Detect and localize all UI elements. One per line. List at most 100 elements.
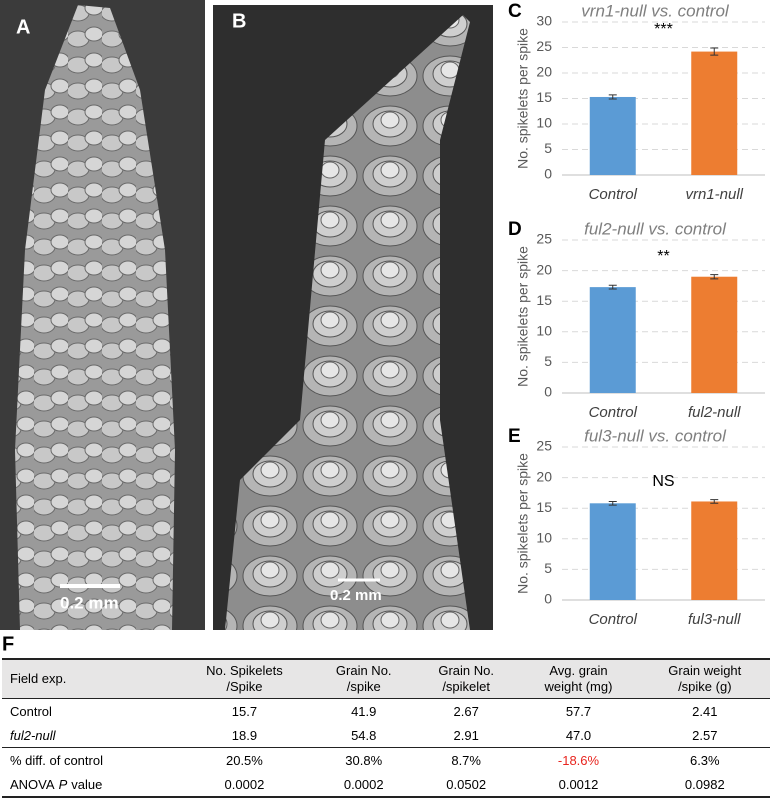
annotation: NS [652,473,674,490]
bar [691,276,738,393]
panel-label: F [2,633,14,655]
header-text: Grain No. [438,663,494,678]
cell: 2.91 [414,723,518,748]
cell: ful2-null [2,723,177,748]
header-cell: Grain No./spike [312,658,415,699]
chart-title: ful2-null vs. control [584,219,727,238]
header-cell: Grain weight/spike (g) [639,658,770,699]
header-text: /spikelet [442,679,491,694]
y-tick-label: 25 [536,438,552,454]
y-tick-label: 5 [544,560,552,576]
cell: 6.3% [689,752,720,768]
bar [589,287,636,393]
y-axis-label: No. spikelets per spike [515,246,531,387]
error-bar [608,284,617,290]
table-row: Control 15.7 41.9 2.67 57.7 2.41 [2,699,770,724]
header-text: Grain weight [668,663,742,678]
panel-label: D [508,219,522,240]
cell: 0.0502 [414,772,518,798]
cell: Control [10,703,52,719]
annotation: ** [657,248,669,265]
y-tick-label: 15 [536,292,552,308]
cell: 0.0002 [176,772,313,798]
y-tick-label: 15 [536,499,552,515]
header-cell: Field exp. [2,658,177,699]
header-cell: Grain No./spikelet [414,658,518,699]
y-tick-label: 25 [536,38,552,54]
y-tick-label: 10 [536,530,552,546]
chart-title: vrn1-null vs. control [581,1,730,20]
bar [691,501,738,600]
error-bar [710,499,719,504]
cell: 57.7 [565,703,592,719]
y-tick-label: 10 [536,323,552,339]
cell: -18.6% [517,748,639,773]
header-text: No. Spikelets [206,663,283,678]
cell: 18.9 [176,723,313,748]
error-bar [608,500,617,506]
x-tick-label: Control [589,404,638,421]
header-text: Field exp. [10,671,67,686]
header-cell: No. Spikelets/Spike [176,658,313,699]
y-tick-label: 25 [536,231,552,247]
cell-text: ANOVA [10,776,55,792]
header-text: /Spike [226,679,263,694]
y-tick-label: 0 [544,384,552,400]
cell: 2.41 [692,703,718,719]
y-tick-label: 30 [536,13,552,29]
y-tick-label: 5 [544,140,552,156]
header-text: /spike (g) [678,679,732,694]
cell: 2.57 [639,723,770,748]
cell: 2.67 [453,703,479,719]
panel-label: B [232,10,246,32]
y-tick-label: 10 [536,115,552,131]
cell-text: ful2-null [10,727,56,743]
y-axis-label: No. spikelets per spike [515,28,531,169]
header-text: weight (mg) [544,679,613,694]
y-tick-label: 15 [536,89,552,105]
header-text: /spike [346,679,381,694]
cell-text: P [58,776,68,792]
x-tick-label: ful3-null [688,611,741,628]
cell: 0.0982 [639,772,770,798]
y-tick-label: 0 [544,166,552,182]
cell-text: value [71,776,103,792]
y-tick-label: 20 [536,261,552,277]
x-tick-label: vrn1-null [685,186,743,203]
cell: 41.9 [351,703,377,719]
chart-title: ful3-null vs. control [584,426,727,445]
panel-label: A [16,16,30,38]
bar [589,96,636,175]
x-tick-label: ful2-null [688,404,741,421]
panel-label: E [508,426,521,447]
table-row: % diff. of control 20.5% 30.8% 8.7% -18.6% 6.… [2,748,770,773]
cell: 20.5% [225,752,263,768]
bar [589,503,636,600]
micrograph-b [213,5,493,630]
micrograph-a [0,0,205,630]
y-axis-label: No. spikelets per spike [515,453,531,594]
table-row: ful2-null 18.9 54.8 2.91 47.0 2.57 [2,723,770,748]
y-tick-label: 5 [544,353,552,369]
header-cell: Avg. grain weight (mg) [517,658,640,699]
scale-label: 0.2 mm [60,593,119,612]
cell-text: -18.6% [557,752,600,768]
header-text: Grain No. [335,663,392,678]
x-tick-label: Control [589,186,638,203]
data-table: Field exp. No. Spikelets/Spike Grain No./s… [2,658,770,798]
scale-label: 0.2 mm [330,587,382,604]
header-text: Avg. grain [549,663,608,678]
cell: % diff. of control [10,752,103,768]
error-bar [608,94,617,100]
cell: 0.0012 [517,772,640,798]
error-bar [710,47,719,56]
cell: 8.7% [451,752,481,768]
error-bar [710,274,719,280]
annotation: *** [654,21,673,38]
x-tick-label: Control [589,611,638,628]
cell: 15.7 [231,703,258,719]
